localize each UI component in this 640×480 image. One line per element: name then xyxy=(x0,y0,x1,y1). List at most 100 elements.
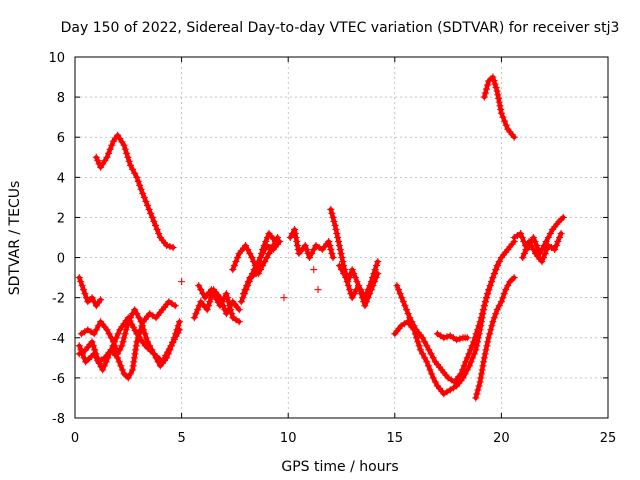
data-point xyxy=(124,153,132,161)
data-point xyxy=(308,250,316,258)
data-point xyxy=(178,278,186,286)
data-point xyxy=(468,342,476,350)
data-layer xyxy=(75,73,567,402)
data-point xyxy=(456,335,464,343)
data-point xyxy=(395,286,403,294)
y-tick-label: 10 xyxy=(48,51,65,66)
data-point xyxy=(501,117,509,125)
series-trace xyxy=(94,132,176,250)
data-point xyxy=(419,334,427,342)
data-point xyxy=(492,84,500,92)
series-arc-14 xyxy=(335,262,382,310)
data-point xyxy=(465,350,473,358)
data-point xyxy=(155,229,163,237)
y-tick-label: -6 xyxy=(52,372,65,387)
data-point xyxy=(223,294,231,302)
data-point xyxy=(199,290,207,298)
data-point xyxy=(197,286,205,294)
data-point xyxy=(118,342,126,350)
data-point xyxy=(552,242,560,250)
data-point xyxy=(131,306,139,314)
data-point xyxy=(131,169,139,177)
data-point xyxy=(222,290,230,298)
data-point xyxy=(256,266,264,274)
data-point xyxy=(457,370,465,378)
data-point xyxy=(480,302,488,310)
data-point xyxy=(254,270,262,278)
data-point xyxy=(165,345,173,353)
data-point xyxy=(292,234,300,241)
data-point xyxy=(78,350,86,358)
series-arc-6 xyxy=(75,314,183,374)
data-point xyxy=(497,109,505,117)
x-tick-label: 5 xyxy=(177,431,185,446)
data-point xyxy=(121,330,129,338)
data-point xyxy=(499,113,507,121)
y-tick-label: -2 xyxy=(52,292,65,307)
data-point xyxy=(355,282,363,290)
outlier-points xyxy=(178,266,322,302)
data-point xyxy=(477,314,485,322)
data-point xyxy=(492,266,500,274)
data-point xyxy=(474,326,482,334)
data-point xyxy=(94,356,102,364)
data-point xyxy=(361,302,369,310)
data-point xyxy=(211,292,219,300)
data-point xyxy=(119,338,127,346)
data-point xyxy=(351,274,359,282)
data-point xyxy=(406,314,414,322)
data-point xyxy=(166,243,174,251)
data-point xyxy=(94,157,102,165)
data-point xyxy=(90,330,98,338)
series-arc-17 xyxy=(433,330,471,344)
data-point xyxy=(103,326,111,334)
data-point xyxy=(88,338,96,346)
data-point xyxy=(371,266,379,274)
data-point xyxy=(134,177,142,185)
data-point xyxy=(415,342,423,350)
data-point xyxy=(327,246,335,254)
data-point xyxy=(504,282,512,290)
data-point xyxy=(408,318,416,326)
data-point xyxy=(518,234,526,241)
data-point xyxy=(117,362,125,370)
data-point xyxy=(429,374,437,382)
data-point xyxy=(546,229,554,237)
data-point xyxy=(476,378,484,386)
data-point xyxy=(414,338,422,346)
data-point xyxy=(145,205,153,213)
data-point xyxy=(229,266,237,274)
data-point xyxy=(478,366,486,374)
data-point xyxy=(232,258,240,266)
data-point xyxy=(374,270,382,278)
data-point xyxy=(195,302,203,310)
data-point xyxy=(348,294,356,302)
data-point xyxy=(331,221,339,229)
data-point xyxy=(495,258,503,266)
data-point xyxy=(494,262,502,270)
data-point xyxy=(235,318,243,326)
data-point xyxy=(459,374,467,382)
data-point xyxy=(531,238,539,246)
y-tick-label: 4 xyxy=(57,171,65,186)
data-point xyxy=(492,310,500,318)
data-point xyxy=(541,250,549,258)
data-point xyxy=(401,302,409,310)
data-point xyxy=(326,242,334,250)
data-point xyxy=(479,362,487,370)
data-point xyxy=(334,234,342,241)
data-point xyxy=(163,242,171,250)
data-point xyxy=(306,254,314,262)
data-point xyxy=(484,81,492,89)
data-point xyxy=(472,394,480,402)
data-point xyxy=(478,310,486,318)
data-point xyxy=(471,334,479,342)
gridlines xyxy=(75,57,608,418)
data-point xyxy=(493,87,501,95)
data-point xyxy=(194,306,202,314)
y-tick-label: -8 xyxy=(52,412,65,427)
data-point xyxy=(265,250,273,258)
data-point xyxy=(476,318,484,326)
data-point xyxy=(147,209,155,217)
data-point xyxy=(399,298,407,306)
